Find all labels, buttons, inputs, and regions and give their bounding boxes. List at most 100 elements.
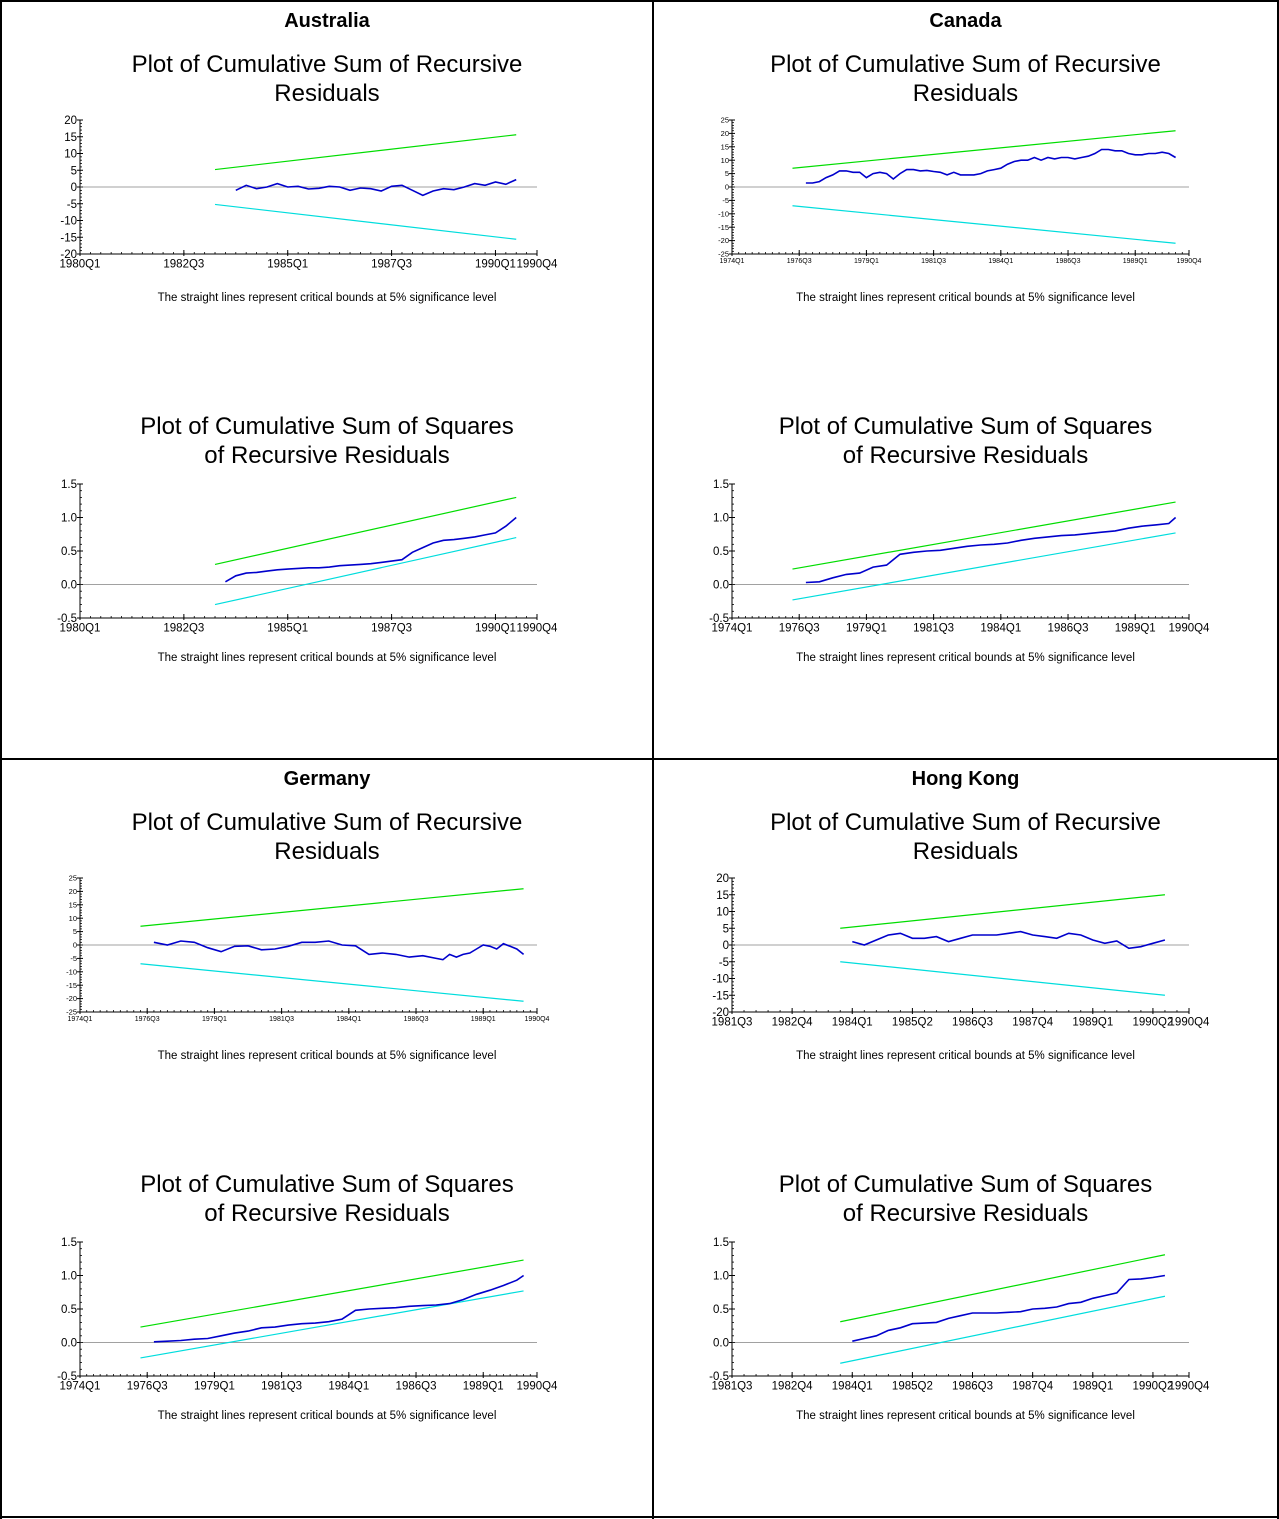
x-tick-label: 1979Q1 [194, 1381, 235, 1393]
x-tick-label: 1986Q3 [1048, 623, 1089, 635]
x-tick-label: 1990Q4 [517, 259, 559, 271]
y-tick-label: -15 [718, 223, 729, 232]
chart-title-line1: Plot of Cumulative Sum of Squares [140, 1171, 514, 1198]
x-tick-label: 1976Q3 [127, 1381, 168, 1393]
y-tick-label: 0 [725, 183, 729, 192]
y-tick-label: 10 [716, 907, 729, 919]
chart-footnote: The straight lines represent critical bo… [796, 652, 1135, 664]
country-title: Canada [929, 10, 1002, 32]
x-tick-label: 1990Q4 [1169, 623, 1211, 635]
chart-title-line2: of Recursive Residuals [842, 442, 1089, 469]
series-line [852, 930, 1166, 950]
border-bottom [0, 1516, 1279, 1518]
country-title: Hong Kong [911, 768, 1020, 790]
chart-plot: -0.5 0.0 0.5 1.0 1.5 1981Q3 1982Q4 1984Q1 1985Q2… [709, 1237, 1211, 1393]
x-tick-label: 1987Q4 [1012, 1381, 1054, 1393]
x-tick-label: 1990Q4 [1169, 1381, 1211, 1393]
y-tick-label: 20 [716, 873, 729, 885]
country-title: Australia [284, 10, 370, 32]
upper-bound-line [840, 894, 1166, 929]
chart-title: Plot of Cumulative Sum of Recursive Resi… [654, 50, 1277, 108]
chart-title-line1: Plot of Cumulative Sum of Recursive [131, 51, 523, 78]
chart-title: Plot of Cumulative Sum of Recursive Resi… [2, 50, 652, 108]
x-tick-label: 1989Q1 [1115, 623, 1156, 635]
series-line [153, 940, 525, 961]
y-tick-label: -5 [719, 957, 729, 969]
x-tick-label: 1987Q3 [371, 259, 412, 271]
y-tick-label: 5 [71, 165, 77, 177]
series-line [852, 1274, 1166, 1342]
y-tick-label: 15 [64, 132, 77, 144]
y-tick-label: -20 [66, 994, 77, 1003]
x-tick-label: 1989Q1 [1123, 258, 1148, 265]
x-tick-label: 1979Q1 [854, 258, 879, 265]
chart-title-line2: of Recursive Residuals [842, 1200, 1089, 1227]
chart-title-line2: Residuals [274, 80, 380, 107]
x-tick-label: 1986Q3 [952, 1381, 993, 1393]
x-tick-label: 1982Q3 [163, 623, 204, 635]
x-tick-label: 1979Q1 [846, 623, 887, 635]
lower-bound-line [840, 961, 1166, 996]
y-tick-label: 5 [73, 927, 77, 936]
x-tick-label: 1990Q4 [1169, 1017, 1211, 1029]
x-tick-label: 1980Q1 [60, 259, 101, 271]
chart-plot: -0.5 0.0 0.5 1.0 1.5 1980Q1 1982Q3 1985Q1 1987Q3… [57, 479, 558, 635]
y-tick-label: -15 [712, 990, 729, 1002]
series-line [235, 178, 517, 197]
chart-title-line2: of Recursive Residuals [204, 1200, 450, 1227]
chart-title-line1: Plot of Cumulative Sum of Recursive [770, 809, 1161, 836]
lower-bound-line [214, 537, 517, 606]
y-tick-label: 0.0 [61, 1338, 77, 1350]
x-tick-label: 1984Q1 [980, 623, 1021, 635]
y-tick-label: 25 [69, 874, 77, 883]
x-tick-label: 1976Q3 [135, 1016, 160, 1023]
chart-title-line1: Plot of Cumulative Sum of Squares [778, 413, 1153, 440]
y-tick-label: -10 [60, 216, 77, 228]
y-tick-label: 20 [69, 887, 77, 896]
cusumsq-chart: Plot of Cumulative Sum of Squares of Rec… [654, 1170, 1277, 1450]
chart-title-line2: of Recursive Residuals [204, 442, 450, 469]
x-tick-label: 1981Q3 [269, 1016, 294, 1023]
cusum-chart: Plot of Cumulative Sum of Recursive Resi… [654, 50, 1277, 330]
y-tick-label: -0.5 [57, 1371, 77, 1383]
country-title: Germany [283, 768, 371, 790]
cusumsq-chart: Plot of Cumulative Sum of Squares of Rec… [2, 1170, 652, 1450]
chart-plot: -25 -20 -15 -10 -5 0 5 10 15 20 25 1974Q1 1976Q3 1979… [718, 116, 1201, 265]
upper-bound-line [214, 134, 517, 171]
chart-footnote: The straight lines represent critical bo… [157, 1410, 497, 1422]
y-tick-label: -25 [66, 1008, 77, 1017]
y-tick-label: 5 [725, 169, 729, 178]
y-tick-label: 1.5 [61, 479, 77, 491]
x-tick-label: 1974Q1 [68, 1016, 93, 1023]
y-tick-label: -20 [718, 236, 729, 245]
y-tick-label: -20 [60, 249, 77, 261]
y-tick-label: -0.5 [709, 1371, 729, 1383]
y-tick-label: 0 [73, 941, 77, 950]
y-tick-label: 15 [721, 142, 729, 151]
x-tick-label: 1982Q4 [772, 1381, 814, 1393]
upper-bound-line [792, 130, 1176, 169]
chart-plot: -25 -20 -15 -10 -5 0 5 10 15 20 25 1974Q1 1976Q3 1979… [66, 874, 549, 1023]
y-tick-label: -0.5 [709, 613, 729, 625]
y-tick-label: -5 [722, 196, 729, 205]
cusum-chart: Plot of Cumulative Sum of Recursive Resi… [654, 808, 1277, 1088]
chart-title-line1: Plot of Cumulative Sum of Recursive [770, 51, 1161, 78]
x-tick-label: 1984Q1 [328, 1381, 369, 1393]
y-tick-label: 10 [64, 149, 77, 161]
panel-germany: Germany Plot of Cumulative Sum of Recurs… [2, 760, 652, 1516]
x-tick-label: 1989Q1 [463, 1381, 504, 1393]
series-line [805, 148, 1177, 184]
y-tick-label: 0 [723, 940, 729, 952]
x-tick-label: 1981Q3 [921, 258, 946, 265]
x-tick-label: 1974Q1 [720, 258, 745, 265]
y-tick-label: -15 [66, 981, 77, 990]
lower-bound-line [840, 1295, 1166, 1364]
chart-title-line1: Plot of Cumulative Sum of Recursive [131, 809, 523, 836]
chart-footnote: The straight lines represent critical bo… [157, 1050, 497, 1062]
y-tick-label: 20 [721, 129, 729, 138]
y-tick-label: -25 [718, 250, 729, 259]
x-tick-label: 1984Q1 [336, 1016, 361, 1023]
x-tick-label: 1979Q1 [202, 1016, 227, 1023]
y-tick-label: 0.0 [61, 580, 77, 592]
